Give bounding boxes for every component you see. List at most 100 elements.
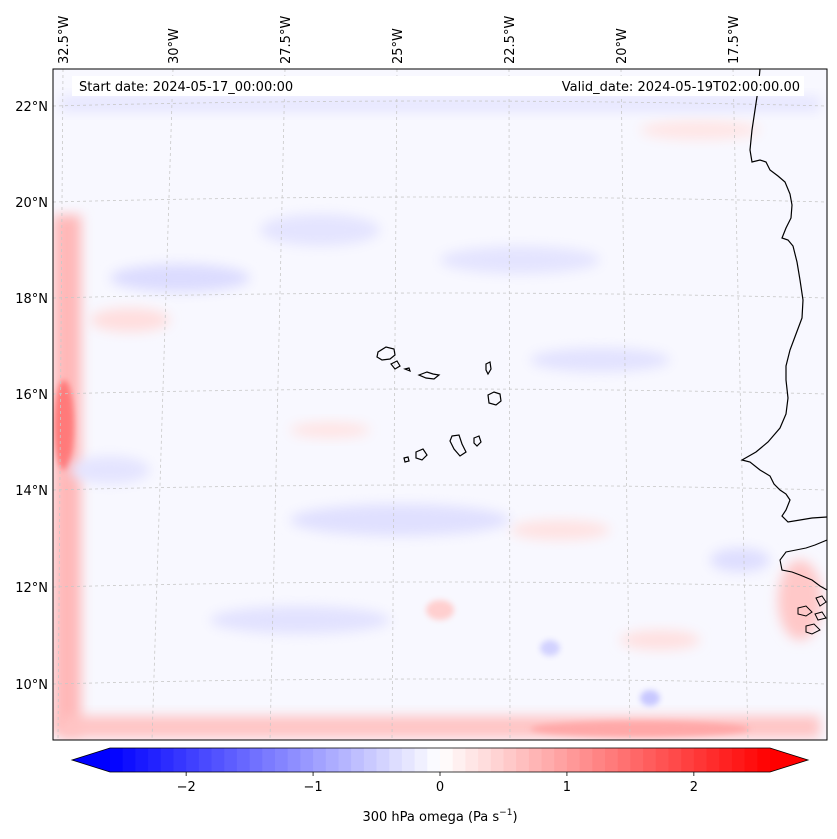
colorbar-bin xyxy=(414,748,428,772)
gridline-lat-18n xyxy=(53,292,827,299)
map-panel: Start date: 2024-05-17_00:00:00 Valid_da… xyxy=(53,69,827,740)
island-brava xyxy=(403,456,410,463)
colorbar-bin xyxy=(693,748,708,772)
colorbar-bin xyxy=(592,748,606,772)
colorbar-label-exponent: −1 xyxy=(499,808,512,818)
colorbar-bin xyxy=(262,748,276,772)
coastline-bijagos-4 xyxy=(814,611,827,621)
valid-date-label: Valid_date: 2024-05-19T02:00:00.00 xyxy=(562,80,800,95)
colorbar-bin xyxy=(300,748,314,772)
omega-negative-north-edge xyxy=(60,96,820,112)
omega-negative-patch-9 xyxy=(70,456,150,484)
colorbar-bin xyxy=(160,748,175,772)
colorbar-bin xyxy=(554,748,568,772)
colorbar-bin xyxy=(122,748,136,772)
colorbar-bin xyxy=(503,748,517,772)
colorbar-bin xyxy=(376,748,390,772)
lon-label: 20°W xyxy=(615,28,630,64)
island-sal xyxy=(485,361,492,376)
omega-positive-patch-6 xyxy=(620,630,700,650)
gridlines xyxy=(53,69,827,740)
lat-label: 10°N xyxy=(15,678,48,693)
colorbar-bin xyxy=(135,748,149,772)
gridline-lat-20n xyxy=(53,196,827,203)
omega-negative-patch-7 xyxy=(640,690,660,706)
gridline-lon-27-5w xyxy=(269,69,286,740)
colorbar-bin xyxy=(389,748,403,772)
colorbar-tick-label: −1 xyxy=(303,780,322,795)
omega-field xyxy=(53,96,822,738)
omega-negative-patch-6 xyxy=(210,606,390,634)
colorbar-bin xyxy=(211,748,225,772)
colorbar-bin xyxy=(566,748,581,772)
colorbar: −2 −1 0 1 2 300 hPa omega (Pa s−1) xyxy=(70,747,810,825)
colorbar-bin xyxy=(440,748,454,772)
omega-negative-patch-1 xyxy=(110,264,250,292)
lon-label: 22.5°W xyxy=(503,16,518,64)
island-fogo xyxy=(415,448,428,461)
colorbar-tick-label: 1 xyxy=(563,780,571,795)
omega-negative-patch-4 xyxy=(530,348,670,372)
omega-positive-west-max xyxy=(54,380,74,470)
omega-negative-patch-8 xyxy=(540,640,560,656)
colorbar-label-suffix: ) xyxy=(512,810,517,825)
island-santa-luzia xyxy=(403,367,411,373)
colorbar-bin xyxy=(528,748,543,772)
coastline-guinea-bissau xyxy=(779,539,827,591)
colorbar-bin xyxy=(605,748,619,772)
colorbar-bin xyxy=(465,748,479,772)
omega-positive-patch-2 xyxy=(426,600,454,620)
omega-positive-south-max xyxy=(530,721,750,737)
island-maio xyxy=(473,435,482,447)
coastline-bijagos-3 xyxy=(815,595,827,607)
gridline-lat-16n xyxy=(53,388,827,395)
gridline-lon-20w xyxy=(620,69,631,740)
longitude-labels: 32.5°W 30°W 27.5°W 25°W 22.5°W 20°W 17.5… xyxy=(57,16,742,64)
colorbar-bin xyxy=(363,748,378,772)
colorbar-bins xyxy=(110,748,771,772)
colorbar-bin xyxy=(668,748,682,772)
omega-positive-patch-4 xyxy=(290,422,370,438)
colorbar-ticks: −2 −1 0 1 2 xyxy=(177,772,698,795)
lat-label: 22°N xyxy=(15,100,48,115)
colorbar-bin xyxy=(313,748,327,772)
colorbar-bin xyxy=(236,748,251,772)
header-band xyxy=(72,76,804,96)
colorbar-bin xyxy=(706,748,720,772)
lon-label: 25°W xyxy=(391,28,406,64)
omega-positive-patch-1 xyxy=(90,308,170,332)
omega-positive-patch-3 xyxy=(510,520,610,540)
colorbar-label-prefix: 300 hPa omega (Pa s xyxy=(362,810,499,825)
omega-negative-patch-2 xyxy=(260,214,380,246)
lat-label: 16°N xyxy=(15,388,48,403)
colorbar-bin xyxy=(186,748,200,772)
omega-negative-patch-10 xyxy=(710,548,770,572)
gridline-lon-25w xyxy=(391,69,398,740)
colorbar-bin xyxy=(198,748,213,772)
lon-label: 17.5°W xyxy=(727,16,742,64)
lat-label: 20°N xyxy=(15,196,48,211)
colorbar-bin xyxy=(617,748,631,772)
colorbar-bin xyxy=(249,748,263,772)
colorbar-tick-label: 0 xyxy=(436,780,444,795)
colorbar-bin xyxy=(275,748,289,772)
colorbar-label: 300 hPa omega (Pa s−1) xyxy=(362,808,517,825)
colorbar-bin xyxy=(757,748,771,772)
colorbar-bin xyxy=(173,748,187,772)
colorbar-bin xyxy=(681,748,695,772)
colorbar-bin xyxy=(478,748,492,772)
colorbar-bin xyxy=(719,748,733,772)
omega-negative-patch-3 xyxy=(440,246,600,274)
coastline-bijagos-2 xyxy=(805,623,821,635)
colorbar-bin xyxy=(655,748,670,772)
colorbar-bin xyxy=(744,748,758,772)
omega-negative-patch-5 xyxy=(290,504,510,536)
colorbar-bin xyxy=(110,748,124,772)
colorbar-bin xyxy=(325,748,340,772)
lat-label: 18°N xyxy=(15,292,48,307)
omega-positive-patch-5 xyxy=(640,120,760,140)
lat-label: 14°N xyxy=(15,484,48,499)
colorbar-bin xyxy=(490,748,505,772)
colorbar-extend-max xyxy=(770,748,808,772)
